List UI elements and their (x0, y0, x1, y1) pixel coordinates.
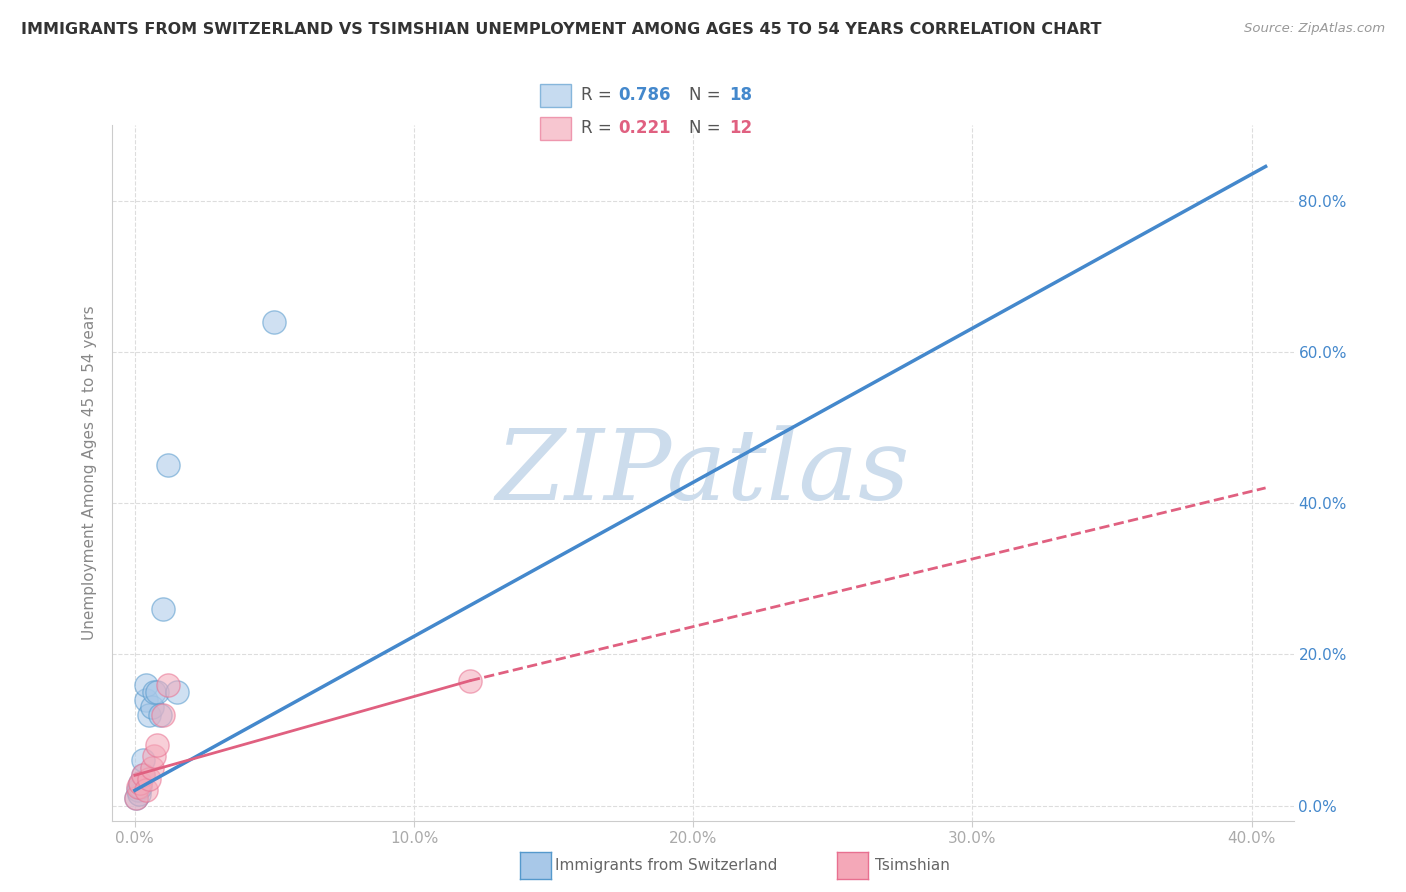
Point (127, 783, 149, 797)
Y-axis label: Unemployment Among Ages 45 to 54 years: Unemployment Among Ages 45 to 54 years (82, 305, 97, 640)
Point (129, 780, 152, 794)
Text: 0.786: 0.786 (617, 87, 671, 104)
Text: R =: R = (581, 87, 617, 104)
Point (125, 791, 148, 805)
Point (157, 677, 180, 691)
Point (141, 700, 163, 714)
Point (157, 458, 180, 473)
Point (132, 768, 155, 782)
Point (146, 738, 169, 752)
Point (152, 602, 174, 616)
Point (166, 685, 188, 699)
Point (132, 753, 155, 767)
Point (146, 685, 169, 699)
Point (125, 791, 148, 805)
Point (132, 768, 155, 782)
Point (129, 776, 152, 790)
Point (135, 783, 157, 797)
Point (127, 780, 149, 794)
Text: N =: N = (689, 119, 725, 136)
Point (152, 707, 174, 722)
Text: Immigrants from Switzerland: Immigrants from Switzerland (555, 858, 778, 872)
Text: IMMIGRANTS FROM SWITZERLAND VS TSIMSHIAN UNEMPLOYMENT AMONG AGES 45 TO 54 YEARS : IMMIGRANTS FROM SWITZERLAND VS TSIMSHIAN… (21, 22, 1101, 37)
Point (128, 787, 150, 801)
Text: 0.221: 0.221 (617, 119, 671, 136)
Point (458, 673, 481, 688)
FancyBboxPatch shape (540, 117, 571, 140)
Point (129, 776, 152, 790)
Text: ZIPatlas: ZIPatlas (496, 425, 910, 520)
Text: Tsimshian: Tsimshian (875, 858, 949, 872)
Point (141, 761, 163, 775)
Text: N =: N = (689, 87, 725, 104)
Text: 12: 12 (730, 119, 752, 136)
Text: 18: 18 (730, 87, 752, 104)
Text: Source: ZipAtlas.com: Source: ZipAtlas.com (1244, 22, 1385, 36)
Point (135, 677, 157, 691)
Point (143, 749, 166, 764)
Point (143, 685, 166, 699)
Text: R =: R = (581, 119, 617, 136)
Point (138, 772, 160, 786)
Point (135, 692, 157, 706)
Point (149, 707, 172, 722)
Point (263, 314, 285, 328)
FancyBboxPatch shape (540, 84, 571, 106)
Point (138, 707, 160, 722)
